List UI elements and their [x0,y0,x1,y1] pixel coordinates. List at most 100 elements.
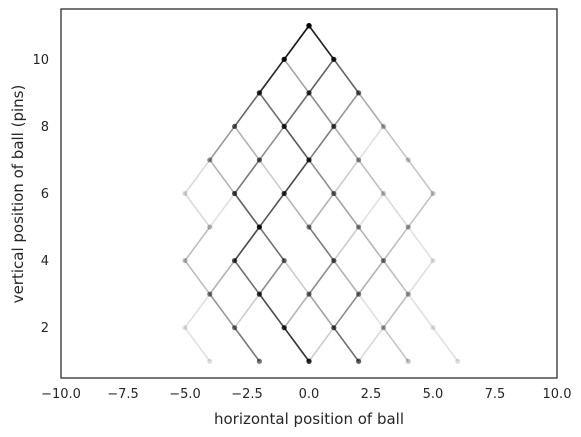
path-4-point-7 [306,224,312,230]
path-14-point-9 [256,291,262,297]
path-16-point-8 [281,257,287,264]
path-8-point-5 [207,157,213,163]
path-9-point-11 [405,358,411,364]
path-11-point-11 [356,358,362,364]
path-6-point-1 [306,23,312,29]
path-16-point-7 [256,224,262,230]
path-14-point-10 [281,325,287,331]
path-4-point-11 [356,358,362,364]
path-13-point-8 [380,257,386,264]
path-6-point-4 [232,123,238,130]
path-10-point-4 [331,123,337,130]
path-7-point-8 [430,257,436,264]
path-2-point-4 [232,123,238,130]
path-13-point-1 [306,23,312,29]
path-11-point-9 [306,291,312,297]
ball-path-2 [209,25,310,362]
path-8-point-3 [256,90,262,96]
x-tick-label: −5.0 [169,387,201,402]
path-9-point-6 [380,190,386,197]
path-10-point-1 [306,23,312,29]
path-15-point-5 [405,157,411,163]
path-12-point-3 [256,90,262,96]
path-11-point-10 [331,325,337,331]
path-12-point-10 [232,325,238,331]
path-4-point-6 [331,190,337,197]
path-14-point-4 [232,123,238,130]
path-3-point-1 [306,23,312,29]
path-15-point-9 [405,291,411,297]
path-12-point-9 [256,291,262,297]
path-4-point-1 [306,23,312,29]
path-7-point-5 [405,157,411,163]
path-16-point-4 [281,123,287,130]
path-15-point-10 [380,325,386,331]
path-3-point-9 [256,291,262,297]
path-8-point-6 [232,190,238,197]
path-9-point-3 [356,90,362,96]
path-14-point-8 [232,257,238,264]
path-7-point-3 [356,90,362,96]
path-16-point-6 [281,190,287,197]
path-15-point-7 [405,224,411,230]
path-11-point-4 [331,123,337,130]
path-2-point-3 [256,90,262,96]
path-7-point-6 [430,190,436,197]
path-9-point-2 [331,56,337,62]
path-15-point-6 [430,190,436,197]
path-2-point-2 [281,56,287,62]
path-2-point-11 [256,358,262,364]
path-5-point-9 [306,291,312,297]
y-tick-label: 10 [32,53,49,68]
path-1-point-5 [306,157,312,163]
y-axis-label: vertical position of ball (pins) [9,85,27,304]
path-12-point-5 [256,157,262,163]
ball-path-1 [233,25,310,362]
path-8-point-7 [207,224,213,230]
y-tick-label: 8 [41,120,49,135]
path-7-point-10 [430,325,436,331]
path-5-point-2 [331,56,337,62]
path-15-point-4 [380,123,386,130]
path-14-point-1 [306,23,312,29]
path-8-point-8 [182,257,188,264]
path-1-point-8 [232,257,238,264]
path-4-point-2 [331,56,337,62]
path-14-point-5 [207,157,213,163]
y-tick-label: 4 [41,254,49,269]
path-11-point-3 [306,90,312,96]
path-11-point-1 [306,23,312,29]
path-10-point-2 [331,56,337,62]
path-10-point-9 [405,291,411,297]
path-2-point-9 [207,291,213,297]
path-15-point-1 [306,23,312,29]
path-7-point-11 [455,358,461,364]
path-12-point-8 [281,257,287,264]
path-2-point-6 [232,190,238,197]
path-3-point-8 [281,257,287,264]
x-tick-labels: −10.0 −7.5 −5.0 −2.5 0.0 2.5 5.0 7.5 10.0 [41,387,571,402]
path-10-point-7 [405,224,411,230]
path-15-point-3 [356,90,362,96]
x-tick-label: −7.5 [107,387,139,402]
path-9-point-8 [380,257,386,264]
ball-path-9 [308,25,409,362]
y-tick-label: 2 [41,321,49,336]
path-1-point-1 [306,23,312,29]
x-tick-label: −10.0 [41,387,81,402]
path-6-point-8 [182,257,188,264]
path-1-point-10 [281,325,287,331]
path-4-point-4 [331,123,337,130]
path-5-point-6 [281,190,287,197]
path-9-point-10 [380,325,386,331]
path-13-point-4 [281,123,287,130]
x-tick-label: 0.0 [299,387,320,402]
ball-path-14 [209,25,310,362]
path-3-point-2 [331,56,337,62]
path-11-point-6 [331,190,337,197]
path-16-point-9 [306,291,312,297]
path-16-point-11 [356,358,362,364]
path-13-point-9 [356,291,362,297]
y-tick-label: 6 [41,187,49,202]
